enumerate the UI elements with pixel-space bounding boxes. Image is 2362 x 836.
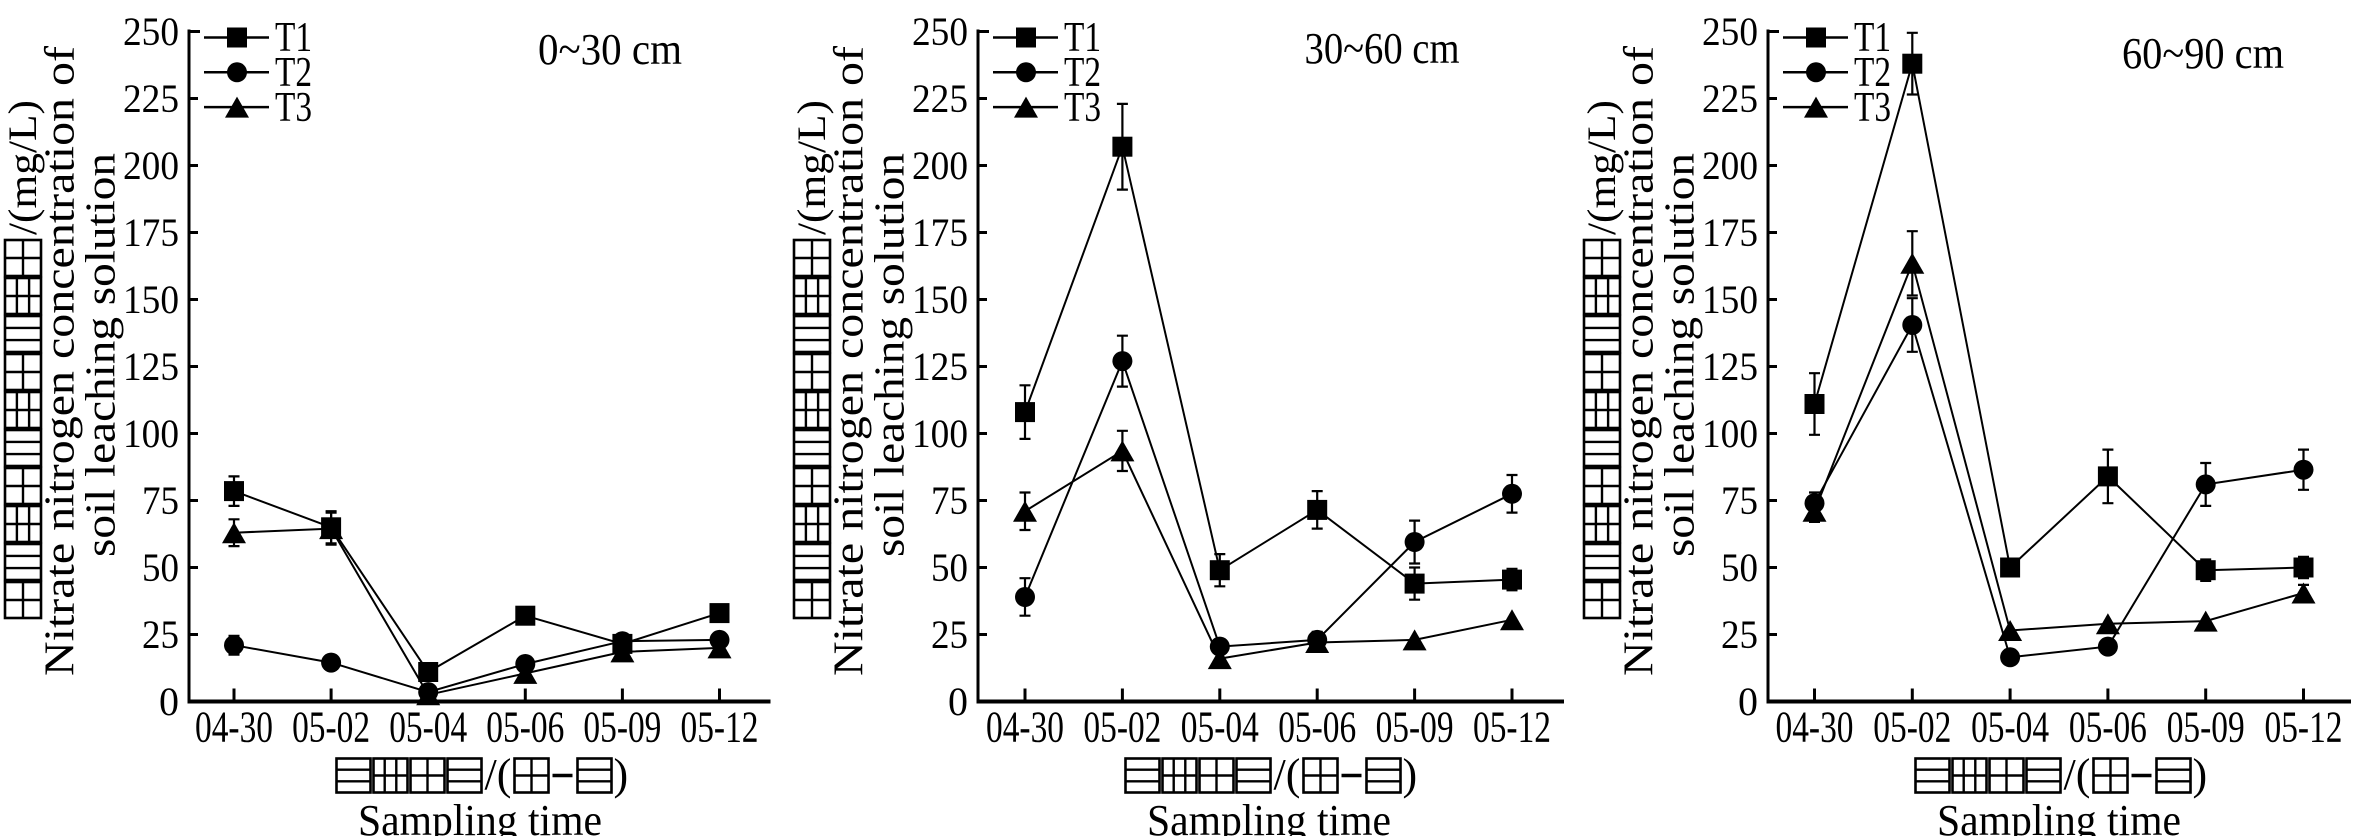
svg-text:T1: T1: [1064, 15, 1101, 61]
svg-text:225: 225: [123, 76, 179, 121]
svg-text:Nitrate nitrogen concentration: Nitrate nitrogen concentration of: [1617, 46, 1663, 676]
svg-text:Nitrate nitrogen concentration: Nitrate nitrogen concentration of: [38, 46, 84, 676]
svg-text:50: 50: [142, 545, 179, 590]
svg-text:05-06: 05-06: [486, 703, 564, 752]
svg-text:T2: T2: [1854, 50, 1891, 96]
svg-text:T2: T2: [1064, 50, 1101, 96]
svg-text:30~60 cm: 30~60 cm: [1305, 24, 1460, 73]
svg-text:05-06: 05-06: [2069, 703, 2147, 752]
svg-text:05-12: 05-12: [681, 703, 759, 752]
svg-text:225: 225: [1702, 76, 1758, 121]
svg-text:T1: T1: [275, 15, 312, 61]
svg-text:25: 25: [931, 612, 968, 657]
svg-text:05-02: 05-02: [1873, 703, 1951, 752]
svg-text:04-30: 04-30: [986, 703, 1064, 752]
svg-text:175: 175: [1702, 210, 1758, 255]
svg-text:soil leaching solution: soil leaching solution: [1658, 153, 1704, 557]
svg-text:05-12: 05-12: [1473, 703, 1551, 752]
svg-text:75: 75: [931, 478, 968, 523]
svg-text:150: 150: [1702, 277, 1758, 322]
svg-text:175: 175: [123, 210, 179, 255]
svg-text:125: 125: [1702, 344, 1758, 389]
svg-text:05-04: 05-04: [1181, 703, 1259, 752]
svg-text:75: 75: [142, 478, 179, 523]
svg-text:/(mg/L): /(mg/L): [0, 100, 45, 235]
svg-text:100: 100: [912, 411, 968, 456]
svg-text:175: 175: [912, 210, 968, 255]
svg-text:Sampling time: Sampling time: [358, 796, 602, 836]
svg-text:0: 0: [948, 679, 968, 724]
svg-text:60~90 cm: 60~90 cm: [2122, 29, 2284, 78]
svg-text:250: 250: [1702, 9, 1758, 54]
svg-text:75: 75: [1721, 478, 1758, 523]
svg-text:): ): [2193, 750, 2208, 799]
svg-text:Nitrate nitrogen concentration: Nitrate nitrogen concentration of: [827, 46, 873, 676]
svg-text:05-04: 05-04: [389, 703, 467, 752]
svg-text:soil leaching solution: soil leaching solution: [79, 153, 125, 557]
svg-text:0: 0: [1738, 679, 1758, 724]
svg-text:/(mg/L): /(mg/L): [789, 100, 834, 235]
svg-text:150: 150: [123, 277, 179, 322]
svg-text:05-06: 05-06: [1278, 703, 1356, 752]
svg-text:T1: T1: [1854, 15, 1891, 61]
svg-text:05-12: 05-12: [2265, 703, 2343, 752]
svg-text:T2: T2: [275, 50, 312, 96]
svg-text:05-09: 05-09: [2167, 703, 2245, 752]
svg-text:T3: T3: [1064, 85, 1101, 131]
svg-text:): ): [614, 750, 629, 799]
svg-text:200: 200: [912, 143, 968, 188]
svg-text:soil leaching solution: soil leaching solution: [868, 153, 914, 557]
svg-text:50: 50: [931, 545, 968, 590]
svg-text:): ): [1403, 750, 1418, 799]
svg-text:04-30: 04-30: [195, 703, 273, 752]
svg-text:125: 125: [912, 344, 968, 389]
svg-text:25: 25: [142, 612, 179, 657]
svg-text:05-02: 05-02: [1083, 703, 1161, 752]
svg-text:50: 50: [1721, 545, 1758, 590]
svg-text:05-09: 05-09: [583, 703, 661, 752]
svg-text:/(: /(: [1274, 750, 1301, 799]
svg-text:100: 100: [123, 411, 179, 456]
svg-text:0: 0: [159, 679, 179, 724]
svg-text:04-30: 04-30: [1776, 703, 1854, 752]
svg-text:200: 200: [1702, 143, 1758, 188]
svg-text:100: 100: [1702, 411, 1758, 456]
svg-text:05-02: 05-02: [292, 703, 370, 752]
svg-text:125: 125: [123, 344, 179, 389]
svg-text:200: 200: [123, 143, 179, 188]
svg-text:25: 25: [1721, 612, 1758, 657]
svg-text:225: 225: [912, 76, 968, 121]
svg-text:250: 250: [123, 9, 179, 54]
svg-text:T3: T3: [1854, 85, 1891, 131]
svg-text:250: 250: [912, 9, 968, 54]
svg-text:150: 150: [912, 277, 968, 322]
svg-text:T3: T3: [275, 85, 312, 131]
svg-text:Sampling time: Sampling time: [1147, 796, 1391, 836]
svg-text:05-09: 05-09: [1376, 703, 1454, 752]
svg-text:0~30 cm: 0~30 cm: [538, 25, 682, 74]
svg-text:05-04: 05-04: [1971, 703, 2049, 752]
svg-text:Sampling time: Sampling time: [1937, 796, 2181, 836]
svg-text:/(: /(: [485, 750, 512, 799]
svg-text:/(mg/L): /(mg/L): [1579, 100, 1624, 235]
svg-text:/(: /(: [2064, 750, 2091, 799]
